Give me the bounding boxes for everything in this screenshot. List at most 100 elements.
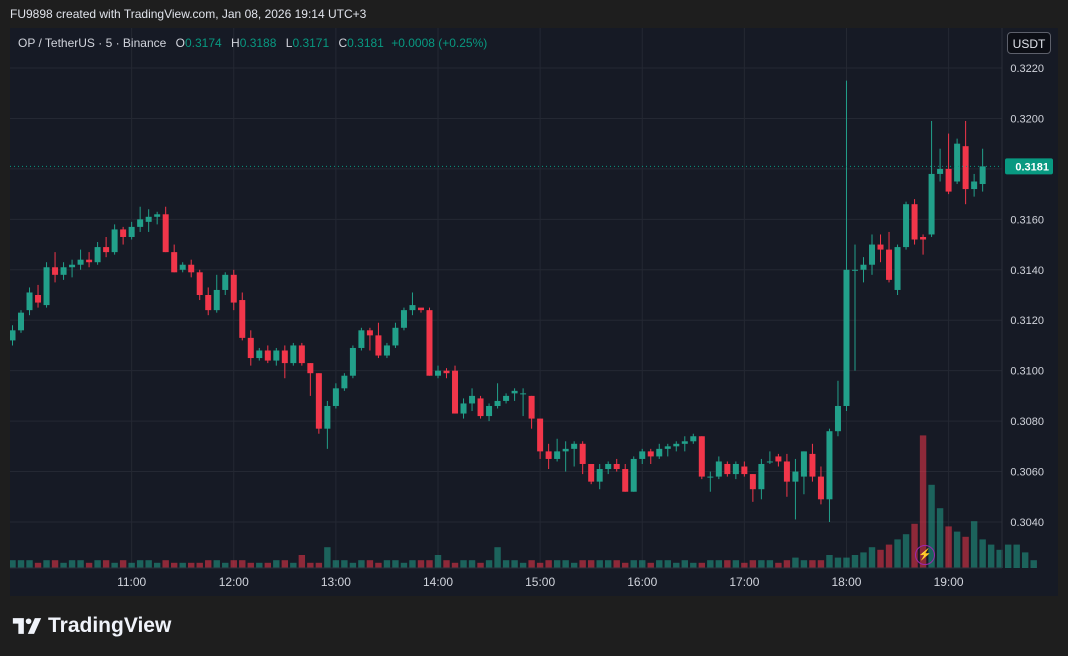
candle-body[interactable] <box>26 292 33 311</box>
candle-body[interactable] <box>188 264 195 273</box>
candle-body[interactable] <box>358 330 365 348</box>
candle-body[interactable] <box>239 300 246 338</box>
candle-body[interactable] <box>860 264 867 270</box>
candle-body[interactable] <box>247 337 254 359</box>
candle-body[interactable] <box>715 461 722 477</box>
candle-body[interactable] <box>732 463 739 475</box>
candle-body[interactable] <box>877 244 884 250</box>
candle-body[interactable] <box>213 289 220 311</box>
candle-body[interactable] <box>111 229 118 253</box>
candle-body[interactable] <box>137 219 144 227</box>
candle-body[interactable] <box>69 264 76 268</box>
candle-body[interactable] <box>596 469 603 482</box>
currency-unit-button[interactable]: USDT <box>1007 32 1051 54</box>
candle-body[interactable] <box>230 274 237 303</box>
candle-body[interactable] <box>843 269 850 406</box>
candle-body[interactable] <box>486 405 493 417</box>
candle-body[interactable] <box>724 463 731 475</box>
candle-body[interactable] <box>256 350 263 359</box>
candle-body[interactable] <box>869 244 876 265</box>
candle-body[interactable] <box>341 375 348 389</box>
candle-body[interactable] <box>494 400 501 406</box>
candle-body[interactable] <box>622 469 629 492</box>
candle-body[interactable] <box>971 181 978 190</box>
candle-body[interactable] <box>460 403 467 414</box>
candle-body[interactable] <box>307 363 314 374</box>
candle-body[interactable] <box>435 370 441 376</box>
candle-body[interactable] <box>664 446 671 449</box>
candle-body[interactable] <box>783 461 790 482</box>
candle-body[interactable] <box>10 330 16 341</box>
candle-body[interactable] <box>817 476 824 500</box>
candle-body[interactable] <box>554 451 561 459</box>
candle-body[interactable] <box>477 398 484 417</box>
candle-body[interactable] <box>647 451 654 457</box>
candle-body[interactable] <box>298 345 305 364</box>
candle-body[interactable] <box>128 226 135 237</box>
candle-body[interactable] <box>366 330 373 336</box>
candle-body[interactable] <box>681 441 688 444</box>
candle-body[interactable] <box>928 173 935 235</box>
candle-body[interactable] <box>315 373 322 429</box>
candle-body[interactable] <box>571 443 578 449</box>
candle-body[interactable] <box>707 476 714 478</box>
candle-body[interactable] <box>332 388 339 406</box>
candle-body[interactable] <box>205 295 212 311</box>
candle-body[interactable] <box>52 267 59 275</box>
candle-body[interactable] <box>792 471 799 482</box>
candle-body[interactable] <box>520 393 527 395</box>
candle-body[interactable] <box>60 267 67 275</box>
candle-body[interactable] <box>537 418 544 452</box>
candle-body[interactable] <box>18 312 25 331</box>
candle-body[interactable] <box>911 204 918 240</box>
candle-body[interactable] <box>562 448 569 452</box>
candle-body[interactable] <box>937 168 944 174</box>
candle-body[interactable] <box>894 247 901 290</box>
candle-body[interactable] <box>698 436 705 477</box>
candle-body[interactable] <box>383 345 390 356</box>
candle-body[interactable] <box>945 168 952 192</box>
candle-body[interactable] <box>920 236 927 240</box>
candle-body[interactable] <box>409 305 416 311</box>
candle-body[interactable] <box>452 370 459 414</box>
candle-body[interactable] <box>43 267 50 306</box>
candle-body[interactable] <box>886 249 893 280</box>
candle-body[interactable] <box>264 350 271 361</box>
candle-body[interactable] <box>400 310 407 328</box>
chart-panel[interactable]: 0.3040 0.3060 0.3080 0.3100 0.3120 0.3140 0.31… <box>10 28 1058 596</box>
candle-body[interactable] <box>154 214 161 217</box>
candle-body[interactable] <box>94 247 101 263</box>
candle-body[interactable] <box>290 345 297 364</box>
candle-body[interactable] <box>605 463 612 470</box>
lightning-icon[interactable]: ⚡ <box>915 545 935 565</box>
candle-body[interactable] <box>834 405 841 432</box>
candle-body[interactable] <box>962 146 969 190</box>
candle-body[interactable] <box>222 274 229 290</box>
candle-body[interactable] <box>903 204 910 248</box>
candle-body[interactable] <box>588 463 595 482</box>
candle-body[interactable] <box>417 307 424 311</box>
candle-body[interactable] <box>196 272 203 295</box>
candle-body[interactable] <box>443 370 450 374</box>
candle-body[interactable] <box>749 474 756 490</box>
candle-body[interactable] <box>673 443 680 447</box>
symbol-label[interactable]: OP / TetherUS · 5 · Binance <box>18 36 167 50</box>
candle-body[interactable] <box>690 436 697 442</box>
candle-body[interactable] <box>741 466 748 475</box>
candle-body[interactable] <box>511 390 518 394</box>
candle-body[interactable] <box>171 252 178 273</box>
candle-body[interactable] <box>324 405 331 429</box>
candle-body[interactable] <box>86 259 93 263</box>
candle-body[interactable] <box>426 310 433 376</box>
candle-body[interactable] <box>809 453 816 477</box>
candle-body[interactable] <box>77 259 84 265</box>
candle-body[interactable] <box>145 216 152 222</box>
candle-body[interactable] <box>162 214 169 253</box>
candle-body[interactable] <box>281 350 288 364</box>
candle-body[interactable] <box>758 463 765 490</box>
candle-body[interactable] <box>579 443 586 464</box>
candle-body[interactable] <box>613 463 620 470</box>
candle-body[interactable] <box>392 327 399 346</box>
candle-body[interactable] <box>639 451 646 459</box>
candle-body[interactable] <box>349 347 356 376</box>
